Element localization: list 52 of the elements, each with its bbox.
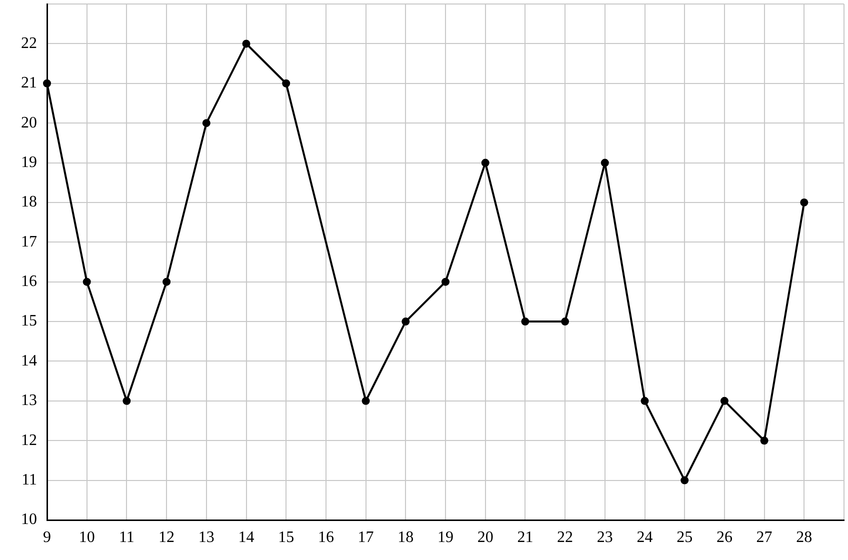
point (800, 198, 808, 206)
x-tick-label: 16 (318, 528, 334, 546)
y-tick-label: 22 (21, 34, 37, 52)
point (122, 396, 131, 405)
point (481, 158, 490, 167)
x-tick-label: 15 (278, 528, 294, 546)
x-tick-label: 22 (557, 528, 574, 546)
point (362, 396, 370, 405)
point (521, 318, 530, 326)
x-tick-label: 25 (676, 528, 693, 546)
x-tick-label: 19 (438, 528, 454, 546)
x-tick-label: 20 (477, 528, 494, 546)
x-tick-label: 21 (517, 528, 534, 546)
y-tick-label: 16 (21, 273, 37, 290)
x-tick-label: 11 (118, 528, 134, 546)
y-tick-label: 14 (21, 352, 37, 370)
point (561, 318, 570, 326)
x-tick-label: 9 (43, 528, 51, 546)
x-tick-label: 17 (358, 528, 374, 546)
x-tick-label: 23 (596, 528, 613, 546)
y-tick-label: 20 (21, 114, 37, 132)
y-tick-label: 11 (22, 472, 37, 489)
y-tick-label: 12 (21, 432, 37, 449)
y-tick-label: 10 (21, 511, 37, 528)
x-tick-label: 26 (716, 528, 732, 546)
y-tick-label: 19 (21, 154, 37, 171)
point (162, 278, 171, 286)
x-tick-label: 24 (636, 528, 653, 546)
x-tick-label: 18 (398, 528, 414, 546)
point (442, 278, 450, 286)
x-tick-label: 10 (78, 528, 95, 546)
x-tick-label: 13 (198, 528, 214, 546)
x-tick-label: 12 (158, 528, 175, 546)
point (640, 396, 649, 405)
y-tick-label: 17 (21, 233, 37, 250)
point (282, 79, 290, 88)
y-tick-label: 18 (21, 194, 37, 211)
point (600, 158, 609, 167)
point (242, 40, 250, 48)
y-tick-label: 13 (21, 392, 37, 410)
point (760, 436, 768, 445)
point (202, 119, 210, 128)
y-tick-label: 15 (21, 312, 37, 330)
y-tick-label: 21 (21, 74, 37, 92)
x-tick-label: 28 (796, 528, 812, 546)
point (82, 278, 91, 286)
point (43, 79, 51, 88)
point (680, 476, 689, 484)
x-tick-label: 27 (756, 528, 772, 546)
x-tick-label: 14 (238, 528, 254, 546)
point (720, 396, 728, 405)
point (402, 318, 410, 326)
